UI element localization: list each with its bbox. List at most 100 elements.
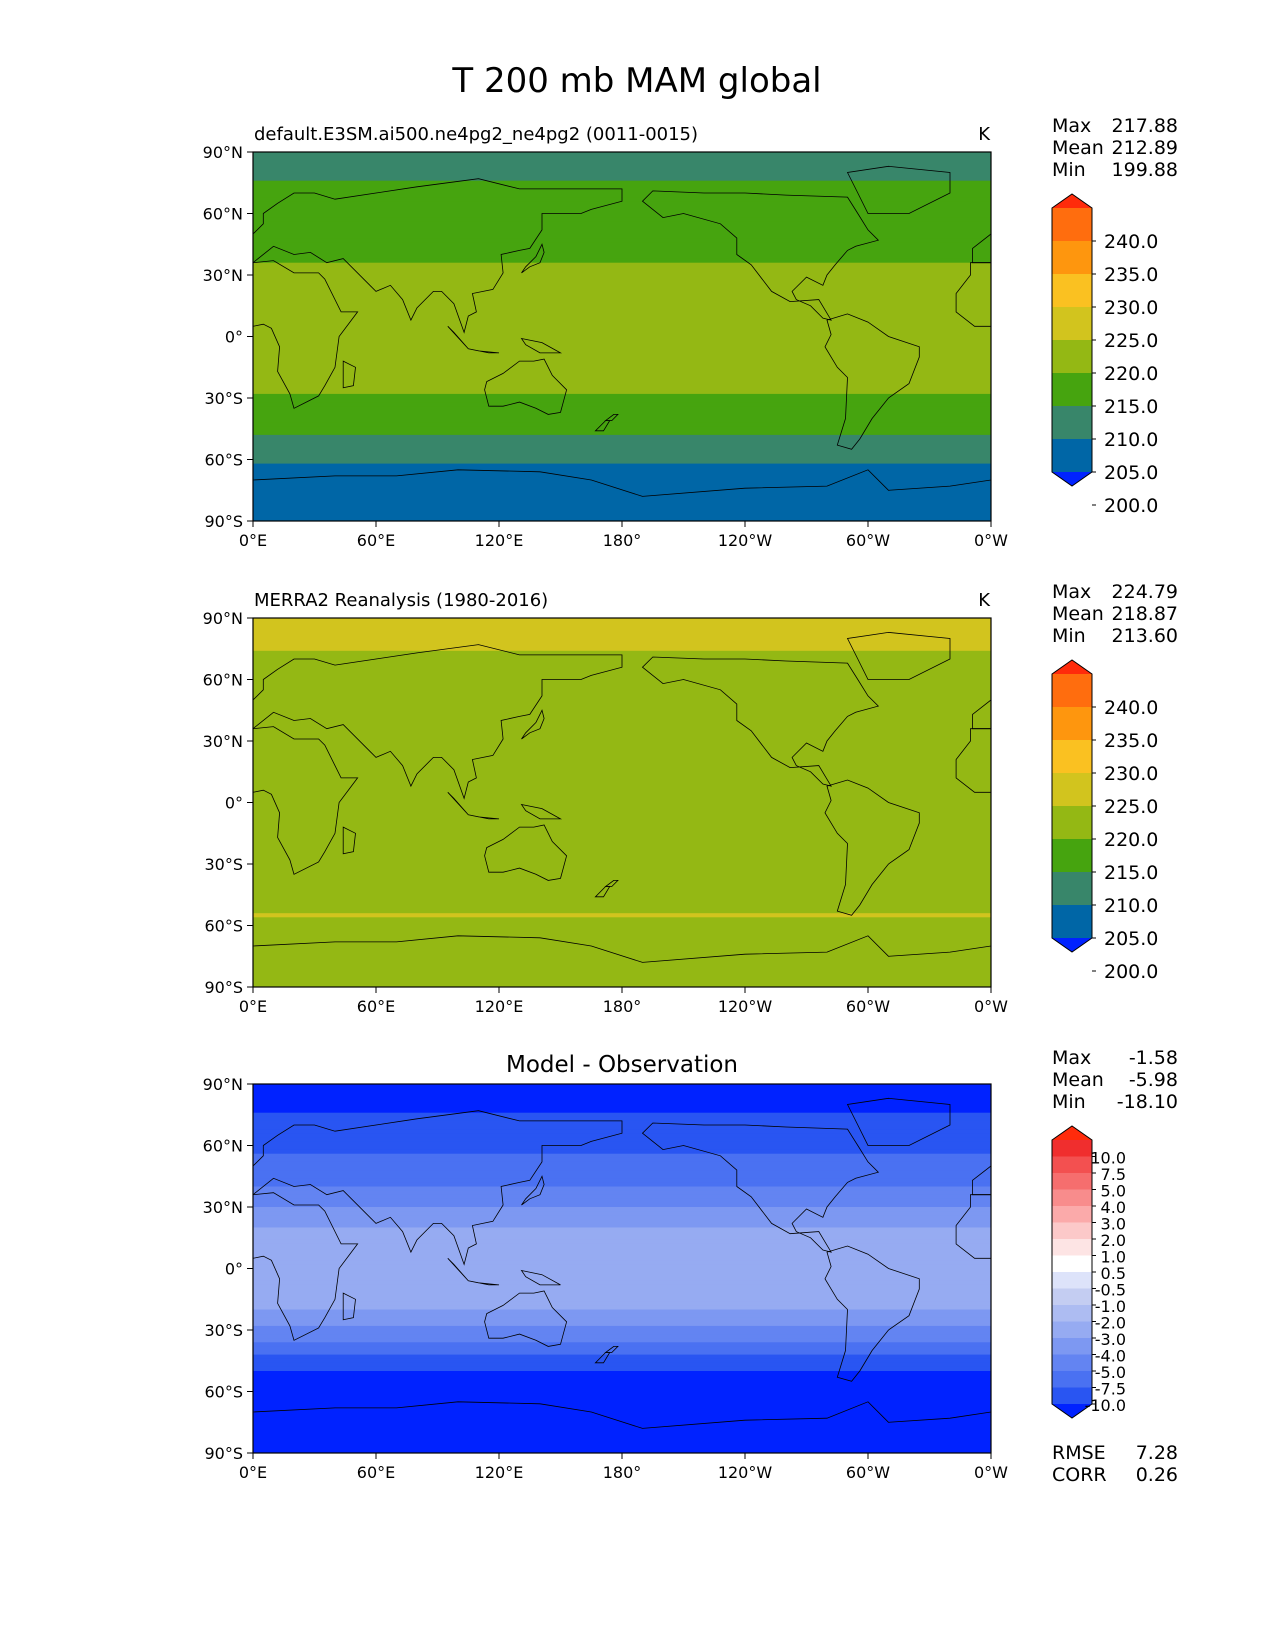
contour-band: [253, 504, 991, 510]
coastline: [253, 260, 359, 409]
coastline: [972, 699, 991, 730]
colorbar-tick-label: 230.0: [1104, 763, 1158, 785]
contour-band: [253, 299, 991, 305]
x-tick-label: 120°E: [475, 997, 524, 1016]
contour-band: [253, 814, 991, 820]
contour-band: [253, 753, 991, 758]
contour-band: [253, 1387, 991, 1393]
coastline: [604, 880, 619, 887]
contour-band: [253, 630, 991, 635]
contour-band: [253, 316, 991, 321]
contour-band: [253, 311, 991, 317]
contour-band: [253, 929, 991, 935]
y-tick-label: 90°N: [203, 143, 243, 162]
x-tick-label: 0°E: [239, 531, 267, 550]
x-tick-label: 60°E: [357, 531, 395, 550]
contour-band: [253, 373, 991, 379]
colorbar: 240.0 235.0 230.0 225.0 220.0 215.0 210.0 205.0…: [1051, 659, 1158, 983]
coastline: [253, 935, 991, 987]
contour-band: [253, 1428, 991, 1434]
contour-band: [253, 667, 991, 672]
coastline: [520, 337, 563, 354]
colorbar-tick-label: 220.0: [1104, 363, 1158, 385]
colorbar-tick-label: 210.0: [1104, 429, 1158, 451]
contour-band: [253, 275, 991, 280]
contour-band: [253, 430, 991, 436]
y-tick-label: 90°S: [204, 1444, 243, 1463]
contour-band: [253, 917, 991, 922]
contour-band: [253, 1375, 991, 1380]
contour-band: [253, 172, 991, 178]
contour-band: [253, 1321, 991, 1327]
contour-band: [253, 618, 991, 623]
y-tick-label: 0°: [225, 1260, 243, 1279]
contour-band: [253, 262, 991, 268]
colorbar-cell: [1052, 1140, 1092, 1157]
contour-band: [253, 1309, 991, 1315]
contour-band: [253, 213, 991, 219]
contour-band: [253, 1407, 991, 1413]
contour-band: [253, 966, 991, 972]
contour-band: [253, 422, 991, 428]
contour-band: [253, 205, 991, 210]
contour-band: [253, 279, 991, 284]
x-tick-label: 120°E: [475, 1463, 524, 1482]
contour-band: [253, 864, 991, 869]
contour-band: [253, 512, 991, 518]
contour-band: [253, 835, 991, 840]
stat-label-mean: Mean: [1052, 1069, 1104, 1091]
contour-band: [253, 761, 991, 767]
contour-band: [253, 695, 991, 701]
coastline: [342, 360, 356, 389]
contour-band: [253, 798, 991, 804]
x-tick-label: 0°E: [239, 997, 267, 1016]
contour-band: [253, 414, 991, 420]
contour-band: [253, 234, 991, 239]
contour-band: [253, 1313, 991, 1319]
coastline: [253, 1192, 359, 1341]
x-tick-label: 60°W: [846, 1463, 890, 1482]
colorbar-tick-label: 3.0: [1101, 1215, 1126, 1234]
map-area: [253, 1084, 991, 1453]
contour-band: [253, 790, 991, 795]
contour-band: [253, 320, 991, 325]
contour-band: [253, 1383, 991, 1388]
contour-band: [253, 683, 991, 689]
contour-band: [253, 1141, 991, 1147]
colorbar-tick-label: 235.0: [1104, 730, 1158, 752]
coastline: [641, 656, 880, 787]
x-tick-label: 0°W: [974, 531, 1008, 550]
contour-band: [253, 1346, 991, 1352]
contour-band: [253, 1092, 991, 1097]
contour-band: [253, 1149, 991, 1155]
contour-band: [253, 634, 991, 640]
contour-band: [253, 475, 991, 481]
contour-band: [253, 1366, 991, 1372]
contour-band: [253, 1166, 991, 1171]
contour-band: [253, 1243, 991, 1249]
contour-band: [253, 736, 991, 742]
contour-band: [253, 1342, 991, 1347]
contour-band: [253, 270, 991, 276]
stat-label-min: Min: [1052, 159, 1086, 181]
contour-band: [253, 1358, 991, 1364]
contour-band: [253, 818, 991, 824]
contour-band: [253, 266, 991, 272]
contour-band: [253, 786, 991, 791]
colorbar-tick-label: 205.0: [1104, 462, 1158, 484]
contour-band: [253, 1178, 991, 1183]
map-area: [253, 152, 991, 521]
contour-band: [253, 283, 991, 288]
coastline: [342, 1292, 356, 1321]
contour-band: [253, 406, 991, 411]
contour-band: [253, 287, 991, 292]
contour-band: [253, 492, 991, 497]
contour-band: [253, 1416, 991, 1421]
stat-value-mean: -5.98: [1129, 1069, 1178, 1091]
figure-title: T 200 mb MAM global: [451, 61, 821, 101]
contour-band: [253, 782, 991, 787]
contour-band: [253, 184, 991, 190]
contour-band: [253, 1371, 991, 1376]
colorbar-tick-label: 10.0: [1090, 1149, 1126, 1168]
contour-band: [253, 1289, 991, 1294]
